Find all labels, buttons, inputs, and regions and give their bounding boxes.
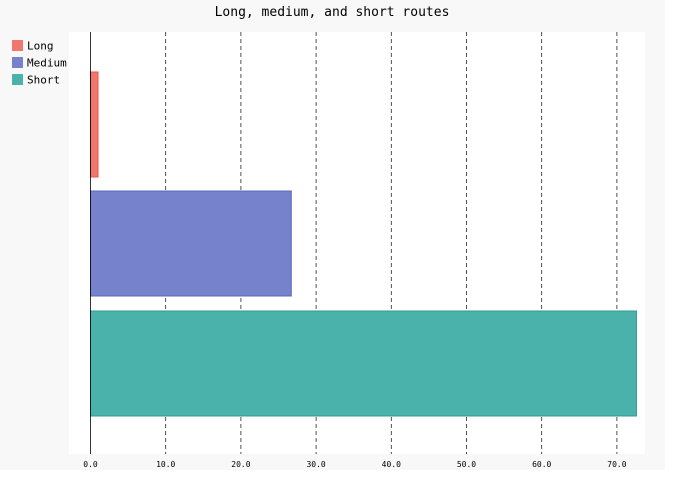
legend-item-medium[interactable]: Medium — [12, 57, 67, 70]
legend-label-long: Long — [27, 40, 54, 53]
bars — [90, 71, 637, 417]
x-tick-label: 40.0 — [382, 460, 401, 469]
legend-item-long[interactable]: Long — [12, 40, 54, 53]
bar-short — [90, 310, 637, 417]
x-tick-label: 0.0 — [83, 460, 98, 469]
x-tick-label: 50.0 — [457, 460, 476, 469]
x-tick-labels: 0.0 10.0 20.0 30.0 40.0 50.0 60.0 70.0 — [83, 460, 626, 469]
x-tick-label: 30.0 — [306, 460, 325, 469]
chart-title: Long, medium, and short routes — [215, 5, 450, 20]
legend: Long Medium Short — [12, 40, 67, 87]
chart-svg: 0.0 10.0 20.0 30.0 40.0 50.0 60.0 70.0 Long, me… — [12, 5, 637, 469]
chart-container: 0.0 10.0 20.0 30.0 40.0 50.0 60.0 70.0 Long, me… — [12, 5, 637, 469]
x-tick-label: 60.0 — [532, 460, 551, 469]
x-tick-label: 10.0 — [156, 460, 175, 469]
legend-item-short[interactable]: Short — [12, 74, 60, 87]
legend-swatch-short — [12, 74, 23, 85]
legend-label-medium: Medium — [27, 57, 67, 70]
bar-long — [90, 71, 99, 178]
x-tick-label: 70.0 — [607, 460, 626, 469]
legend-label-short: Short — [27, 74, 60, 87]
bar-medium — [90, 190, 292, 297]
x-tick-label: 20.0 — [231, 460, 250, 469]
legend-swatch-long — [12, 40, 23, 51]
legend-swatch-medium — [12, 57, 23, 68]
